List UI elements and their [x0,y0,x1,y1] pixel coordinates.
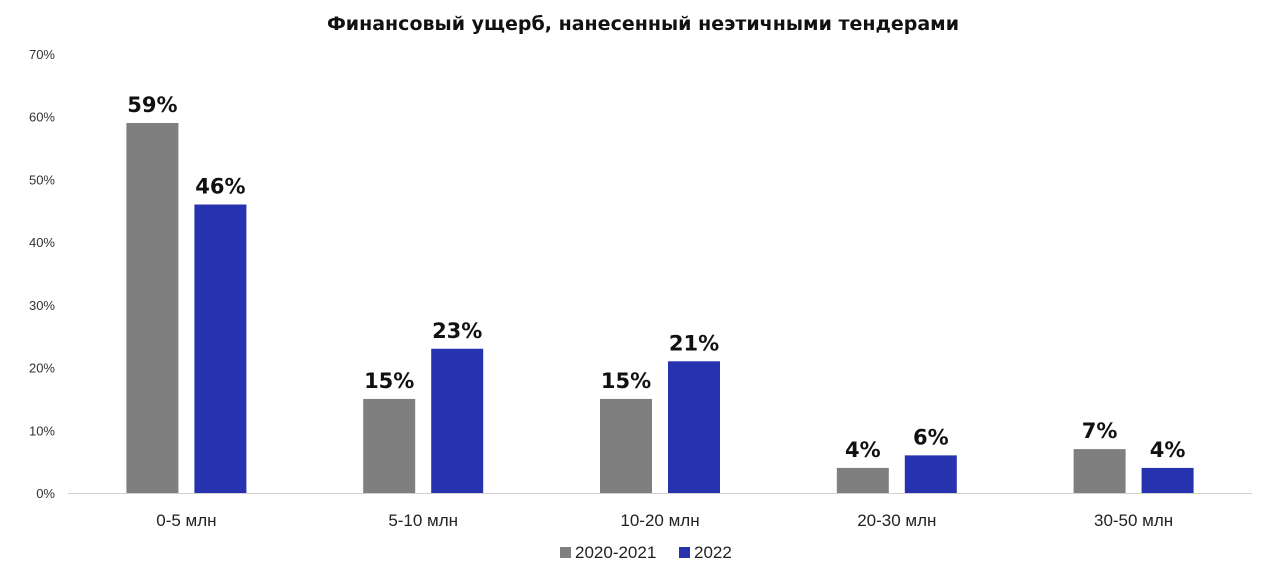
bar-2020-2021-10-20 млн [600,398,652,493]
bar-2020-2021-20-30 млн [836,467,889,493]
category-label: 5-10 млн [388,511,458,530]
legend-label-2022: 2022 [694,543,732,562]
category-label: 20-30 млн [857,511,936,530]
category-labels-group: 0-5 млн 5-10 млн 10-20 млн 20-30 млн 30-50 м… [156,511,1173,530]
category-label: 0-5 млн [156,511,216,530]
bars-group [126,122,1194,493]
y-tick-label: 40% [29,235,55,250]
y-tick-label: 50% [29,172,55,187]
y-tick-label: 30% [29,298,55,313]
data-label: 6% [913,425,949,449]
bar-2020-2021-30-50 млн [1073,449,1126,493]
y-tick-label: 20% [29,361,55,376]
data-label: 4% [845,438,881,462]
category-label: 30-50 млн [1094,511,1173,530]
bar-2022-5-10 млн [431,348,484,493]
bar-2022-10-20 млн [668,361,720,493]
legend: 2020-2021 2022 [560,543,732,562]
category-label: 10-20 млн [620,511,699,530]
y-tick-label: 70% [29,47,55,62]
data-label: 46% [195,175,245,199]
bar-2022-0-5 млн [194,204,247,493]
legend-swatch-2020-2021 [560,547,571,558]
legend-label-2020-2021: 2020-2021 [575,543,656,562]
chart-title: Финансовый ущерб, нанесенный неэтичными … [327,13,959,35]
data-label: 4% [1150,438,1186,462]
y-tick-label: 0% [36,486,55,501]
legend-swatch-2022 [679,547,690,558]
y-axis-ticks: 0% 10% 20% 30% 40% 50% 60% 70% [29,47,55,501]
bar-2022-30-50 млн [1141,467,1194,493]
bar-2020-2021-5-10 млн [363,398,416,493]
data-label: 15% [601,369,651,393]
data-label: 15% [364,369,414,393]
y-tick-label: 10% [29,423,55,438]
bar-2022-20-30 млн [904,455,957,493]
data-label: 23% [432,319,482,343]
bar-2020-2021-0-5 млн [126,122,179,493]
y-tick-label: 60% [29,110,55,125]
data-label: 7% [1082,419,1118,443]
data-label: 59% [127,93,177,117]
data-label: 21% [669,331,719,355]
data-labels-group: 59% 46% 15% 23% 15% 21% 4% 6% 7% 4% [127,93,1185,462]
